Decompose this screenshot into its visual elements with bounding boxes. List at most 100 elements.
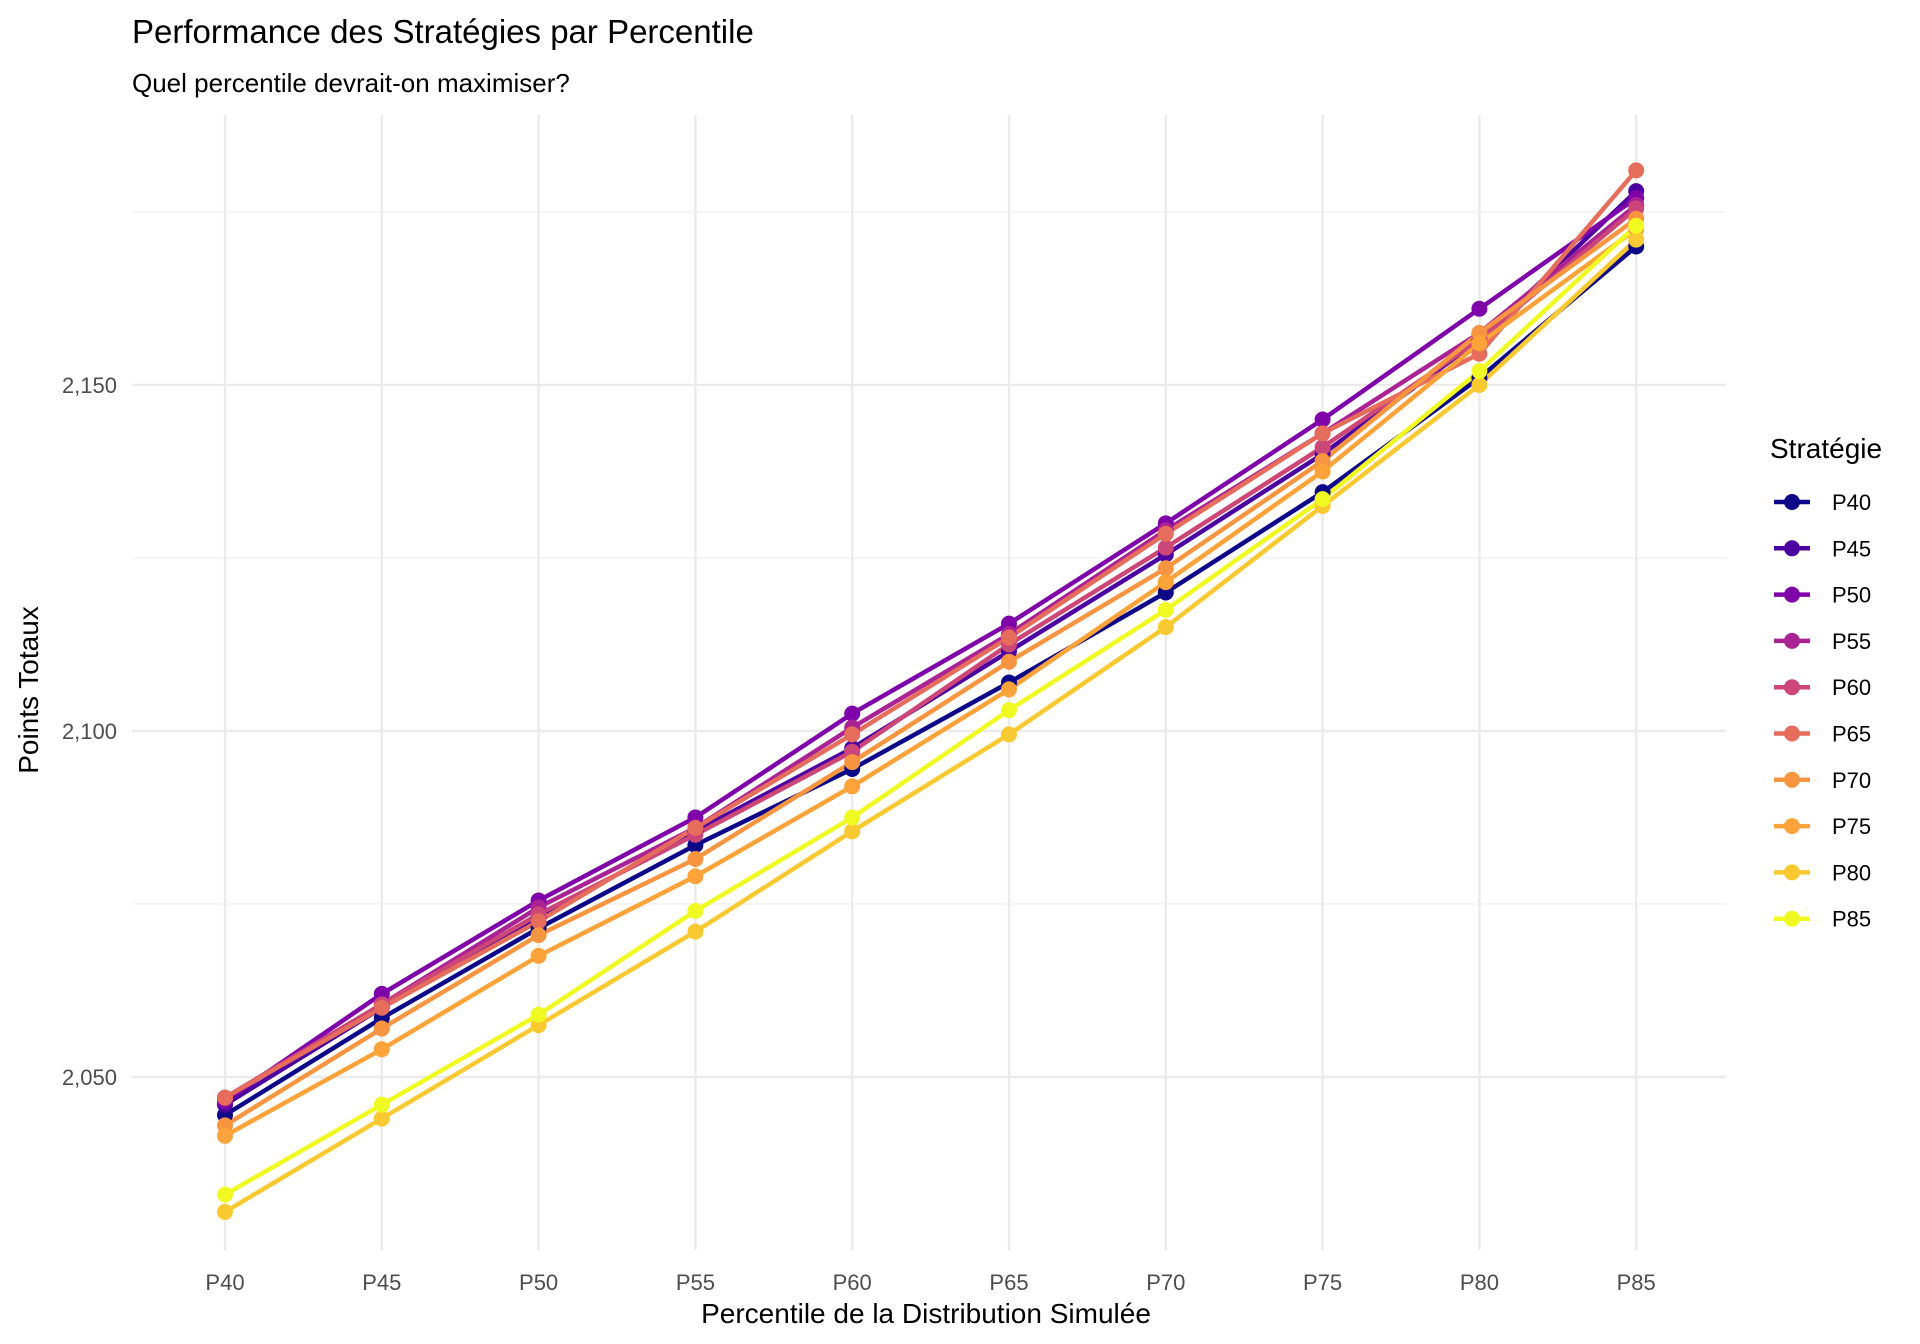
data-point-P75: [373, 1041, 390, 1058]
series-line-P70: [222, 216, 1639, 1128]
series-lines: [222, 168, 1639, 1215]
x-tick-label: P50: [519, 1270, 558, 1295]
x-tick-label: P40: [205, 1270, 244, 1295]
data-point-P80: [1628, 231, 1645, 248]
data-point-P70: [1001, 653, 1017, 670]
x-tick-label: P85: [1617, 1270, 1656, 1295]
y-tick-label: 2,050: [62, 1065, 117, 1090]
legend-item-P55: P55: [1774, 629, 1871, 654]
legend-label: P85: [1832, 907, 1871, 932]
legend-key-point: [1784, 632, 1800, 649]
legend-key-point: [1784, 725, 1800, 742]
chart-title: Performance des Stratégies par Percentil…: [132, 13, 754, 50]
data-point-P80: [1471, 376, 1488, 393]
legend: Stratégie P40 P45 P50 P55 P60 P65 P70 P75 P80 P85: [1770, 433, 1882, 932]
series-line-P85: [222, 223, 1639, 1197]
legend-key-point: [1784, 771, 1800, 788]
data-point-P70: [687, 850, 704, 867]
data-point-P50: [1314, 411, 1331, 428]
legend-item-P75: P75: [1774, 814, 1871, 839]
data-point-P85: [373, 1096, 390, 1113]
data-point-P80: [844, 823, 861, 840]
data-point-P85: [217, 1186, 233, 1203]
x-axis-title: Percentile de la Distribution Simulée: [701, 1298, 1151, 1329]
data-point-P85: [1471, 363, 1488, 380]
series-line-P50: [222, 195, 1639, 1104]
data-point-P70: [1157, 560, 1174, 577]
data-point-P65: [373, 999, 390, 1016]
data-point-P85: [1628, 217, 1645, 234]
x-tick-label: P60: [833, 1270, 872, 1295]
data-point-P65: [1157, 525, 1174, 542]
data-point-P70: [373, 1020, 390, 1037]
legend-label: P40: [1832, 490, 1871, 515]
data-point-P50: [844, 705, 861, 722]
legend-item-P70: P70: [1774, 768, 1871, 793]
y-axis-title: Points Totaux: [13, 606, 44, 774]
data-point-P65: [1628, 162, 1645, 179]
x-tick-label: P80: [1460, 1270, 1499, 1295]
series-line-P60: [222, 206, 1639, 1100]
series-line-P80: [222, 237, 1639, 1215]
legend-items: P40 P45 P50 P55 P60 P65 P70 P75 P80 P85: [1774, 490, 1871, 932]
legend-item-P65: P65: [1774, 722, 1871, 747]
series-line-P65: [222, 168, 1639, 1100]
legend-label: P65: [1832, 722, 1871, 747]
series-line-P45: [222, 188, 1639, 1107]
legend-label: P75: [1832, 814, 1871, 839]
data-point-P85: [1314, 491, 1331, 508]
x-tick-label: P75: [1303, 1270, 1342, 1295]
data-point-P75: [844, 778, 861, 795]
data-point-P85: [687, 902, 704, 919]
legend-key-point: [1784, 910, 1800, 927]
legend-key-point: [1784, 864, 1800, 881]
legend-item-P45: P45: [1774, 536, 1871, 561]
legend-item-P50: P50: [1774, 583, 1871, 608]
data-point-P80: [1157, 619, 1174, 636]
chart-subtitle: Quel percentile devrait-on maximiser?: [132, 68, 570, 98]
y-tick-label: 2,100: [62, 719, 117, 744]
legend-label: P70: [1832, 768, 1871, 793]
x-tick-label: P65: [989, 1270, 1028, 1295]
legend-item-P40: P40: [1774, 490, 1871, 515]
data-point-P75: [1471, 335, 1488, 352]
legend-label: P45: [1832, 536, 1871, 561]
data-point-P85: [1157, 601, 1174, 618]
data-point-P60: [1314, 439, 1331, 456]
legend-label: P50: [1832, 583, 1871, 608]
data-point-P80: [1001, 726, 1017, 743]
data-point-P75: [217, 1127, 233, 1144]
data-point-P75: [1157, 574, 1174, 591]
legend-item-P85: P85: [1774, 907, 1871, 932]
legend-key-point: [1784, 494, 1800, 510]
data-point-P70: [530, 927, 547, 944]
legend-item-P80: P80: [1774, 860, 1871, 885]
data-point-P85: [530, 1006, 547, 1023]
legend-title: Stratégie: [1770, 433, 1882, 464]
data-point-P80: [373, 1110, 390, 1127]
legend-label: P55: [1832, 629, 1871, 654]
data-point-P75: [1314, 463, 1331, 480]
y-axis-ticks: 2,050 2,100 2,150: [62, 373, 117, 1090]
data-point-P50: [1471, 300, 1488, 317]
legend-key-point: [1784, 679, 1800, 696]
series-points: [217, 162, 1645, 1220]
data-point-P75: [530, 947, 547, 964]
legend-key-point: [1784, 818, 1800, 835]
data-point-P60: [1157, 539, 1174, 556]
x-tick-label: P55: [676, 1270, 715, 1295]
legend-key-point: [1784, 540, 1800, 557]
data-point-P85: [1001, 702, 1017, 719]
legend-key-point: [1784, 586, 1800, 603]
data-point-P65: [1314, 425, 1331, 442]
data-point-P75: [687, 868, 704, 885]
data-point-P65: [1001, 629, 1017, 646]
data-point-P65: [217, 1089, 233, 1106]
legend-label: P80: [1832, 860, 1871, 885]
y-tick-label: 2,150: [62, 373, 117, 398]
data-point-P85: [844, 809, 861, 826]
data-point-P65: [844, 726, 861, 743]
grid: [132, 115, 1726, 1250]
legend-label: P60: [1832, 675, 1871, 700]
